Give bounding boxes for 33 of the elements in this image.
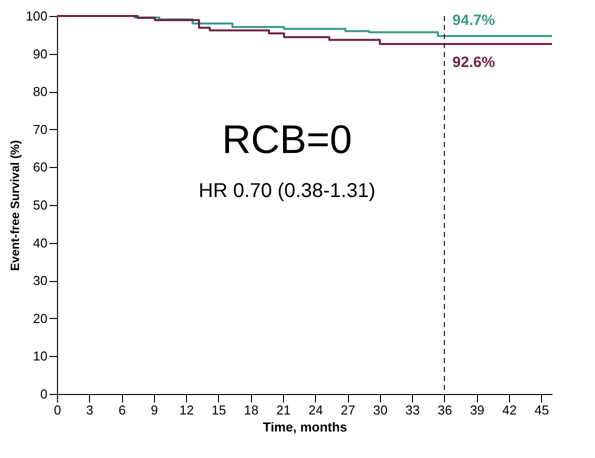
x-tick-label: 42 <box>502 402 517 418</box>
y-tick-label: 100 <box>26 8 48 24</box>
x-tick-label: 24 <box>308 402 323 418</box>
x-axis-title: Time, months <box>262 420 348 434</box>
x-tick-label: 21 <box>276 402 291 418</box>
x-tick-label: 12 <box>179 402 194 418</box>
annotation: HR 0.70 (0.38-1.31) <box>198 180 376 202</box>
x-tick-label: 45 <box>534 402 549 418</box>
y-tick-label: 10 <box>33 348 48 364</box>
x-tick-label: 15 <box>212 402 226 418</box>
y-axis-title: Event-free Survival (%) <box>8 140 22 271</box>
y-tick-label: 90 <box>33 46 48 62</box>
y-tick-label: 70 <box>33 122 48 137</box>
y-tick-label: 40 <box>33 235 48 250</box>
y-tick-label: 0 <box>40 386 48 402</box>
y-tick-label: 80 <box>33 84 48 100</box>
y-tick-label: 50 <box>33 198 48 212</box>
y-tick-label: 30 <box>33 273 48 288</box>
x-tick-label: 33 <box>405 402 420 418</box>
annotation: 92.6% <box>452 54 495 71</box>
x-tick-label: 0 <box>54 402 62 418</box>
x-tick-label: 9 <box>150 402 158 418</box>
x-tick-label: 18 <box>244 402 258 418</box>
y-tick-label: 20 <box>33 310 48 326</box>
x-tick-label: 30 <box>373 402 388 418</box>
x-tick-label: 39 <box>470 402 484 418</box>
x-tick-label: 6 <box>118 402 126 418</box>
x-tick-label: 3 <box>86 402 94 418</box>
annotation: RCB=0 <box>222 118 352 162</box>
x-tick-label: 36 <box>438 402 452 418</box>
annotation: 94.7% <box>452 12 495 30</box>
y-tick-label: 60 <box>33 160 48 175</box>
x-tick-label: 27 <box>340 402 356 418</box>
